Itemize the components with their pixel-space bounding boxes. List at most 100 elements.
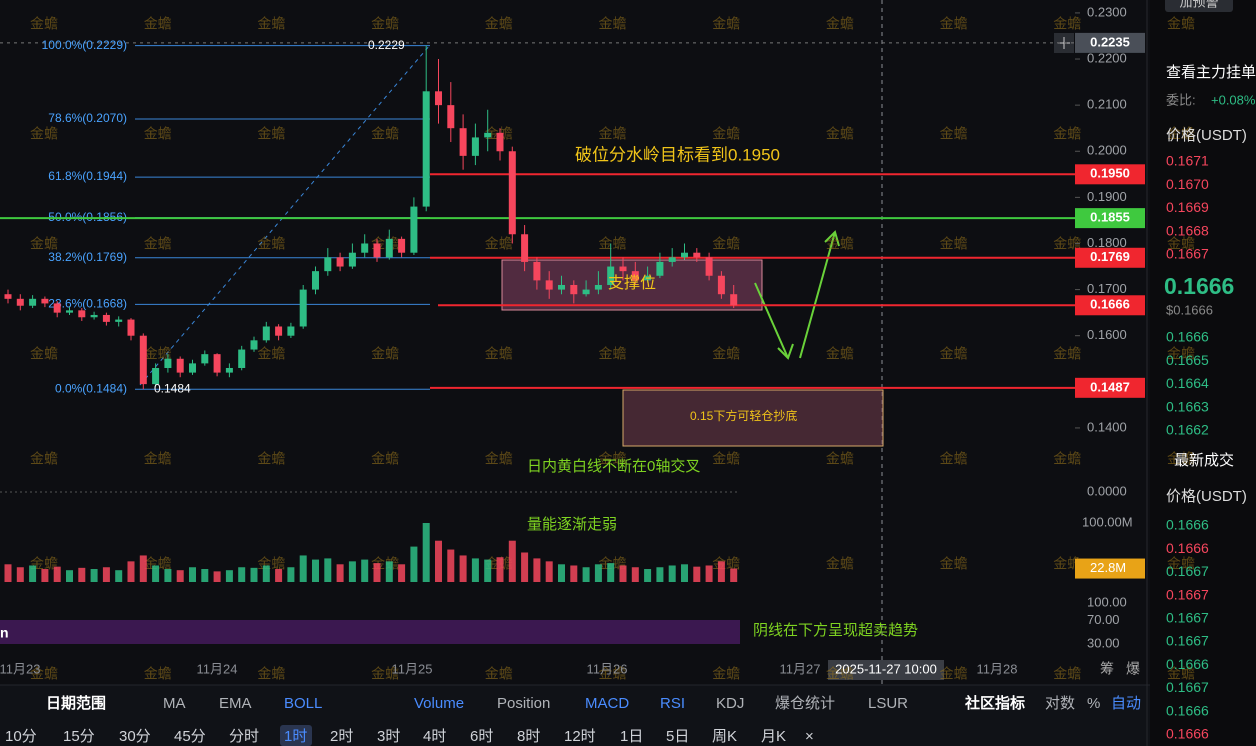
volume-bar [410,546,418,582]
fib-label: 61.8%(0.1944) [48,169,127,183]
toolbar-item[interactable]: Position [497,695,550,712]
watermark: 金蟾 [485,16,513,32]
interval-item[interactable]: 15分 [63,728,95,745]
volume-bar [619,565,627,582]
toolbar-item[interactable]: BOLL [284,695,322,712]
watermark: 金蟾 [1167,666,1195,682]
candle-body [594,284,602,290]
interval-item[interactable]: 12时 [564,728,596,745]
interval-item[interactable]: 分时 [229,728,259,745]
price-header: 价格(USDT) [1166,127,1247,144]
candle-body [275,326,283,336]
ratio: +0.08% [1211,92,1256,107]
watermark: 金蟾 [1053,556,1081,572]
volume-bar [152,565,160,582]
volume-bar [484,559,492,582]
alert-label[interactable]: 加预警 [1179,0,1218,9]
interval-item[interactable]: 6时 [470,728,493,745]
bid-price: 0.1665 [1166,352,1209,368]
watermark: 金蟾 [826,556,854,572]
candle-body [4,294,12,299]
volume-bar [693,566,701,582]
volume-bar [398,564,406,582]
ask-price: 0.1668 [1166,222,1209,238]
candle-body [484,132,492,138]
toolbar-item[interactable]: MA [163,695,186,712]
candle-body [435,91,442,106]
annotation: 0.15下方可轻仓抄底 [690,408,797,423]
fib-label: 38.2%(0.1769) [48,250,127,264]
volume-current: 22.8M [1090,560,1126,575]
candle-body [189,363,196,373]
toolbar-item[interactable]: LSUR [868,695,908,712]
toolbar-item[interactable]: RSI [660,695,685,712]
toolbar-item[interactable]: KDJ [716,695,744,712]
y-tick-label: 0.1700 [1087,281,1127,296]
toolbar-item[interactable]: 社区指标 [964,694,1025,712]
level-label: 0.1855 [1090,210,1130,225]
volume-bar [78,567,86,582]
candle-body [582,289,590,295]
x-label: 11月26 [587,661,628,676]
watermark: 金蟾 [599,16,627,32]
trade-price: 0.1667 [1166,610,1209,626]
volume-bar [115,570,123,582]
volume-bar [189,567,196,582]
candle-body [139,335,147,385]
interval-item[interactable]: 30分 [119,728,151,745]
watermark: 金蟾 [1053,126,1081,142]
volume-bar [582,567,590,582]
toolbar-item[interactable]: 日期范围 [46,694,106,712]
interval-item[interactable]: 2时 [330,728,353,745]
interval-item[interactable]: 1日 [620,728,643,745]
watermark: 金蟾 [144,16,172,32]
watermark: 金蟾 [30,451,58,467]
toolbar-item[interactable]: MACD [585,695,629,712]
watermark: 金蟾 [826,451,854,467]
candle-body [152,367,160,385]
toolbar-item[interactable]: 对数 [1045,695,1075,712]
interval-item[interactable]: 月K [761,728,786,745]
volume-bar [287,567,295,582]
watermark: 金蟾 [371,16,399,32]
toolbar-item[interactable]: EMA [219,695,252,712]
volume-tick: 100.00M [1082,514,1133,529]
interval-item[interactable]: 45分 [174,728,206,745]
candle-body [607,266,615,285]
toolbar-item[interactable]: Volume [414,695,464,712]
interval-item[interactable]: 1时 [284,728,307,745]
trade-price: 0.1666 [1166,517,1209,533]
watermark: 金蟾 [940,451,968,467]
candle-body [385,238,393,258]
watermark: 金蟾 [257,126,285,142]
interval-item[interactable]: 10分 [5,728,37,745]
interval-item[interactable]: 8时 [517,728,540,745]
volume-bar [508,540,516,582]
candle-body [336,257,344,267]
volume-bar [644,569,652,582]
volume-bar [594,564,602,582]
level-badge [1075,295,1145,316]
watermark: 金蟾 [826,236,854,252]
toolbar-item[interactable]: % [1087,695,1100,712]
interval-item[interactable]: 4时 [423,728,446,745]
interval-item[interactable]: 5日 [666,728,689,745]
candle-body [324,257,332,272]
interval-item[interactable]: 3时 [377,728,400,745]
toolbar-item[interactable]: 自动 [1111,695,1141,712]
trade-price: 0.1666 [1166,726,1209,742]
watermark: 金蟾 [940,556,968,572]
candle-body [533,261,541,281]
level-label: 0.1666 [1090,297,1130,312]
rsi-tick: 30.00 [1087,635,1120,650]
volume-bar [558,564,565,582]
time-box [828,660,944,680]
candle-body [373,243,381,258]
toolbar-item[interactable]: 爆仓统计 [775,695,835,712]
interval-item[interactable]: 周K [712,728,737,745]
fib-label: 100.0%(0.2229) [42,38,127,52]
interval-item[interactable]: × [805,728,814,745]
alert-button[interactable] [1165,0,1233,12]
